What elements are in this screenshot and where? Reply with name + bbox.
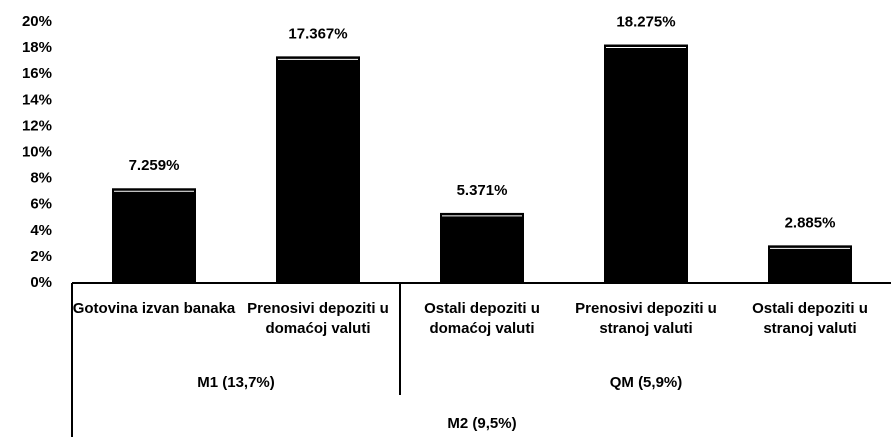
x-tick-label: Ostali depoziti u domaćoj valuti	[424, 300, 540, 337]
value-label: 5.371%	[457, 182, 508, 199]
x-tick-label: Prenosivi depoziti u domaćoj valuti	[247, 300, 389, 337]
y-tick-label: 18%	[22, 39, 52, 56]
bar	[604, 44, 688, 284]
y-tick-label: 10%	[22, 143, 52, 160]
outer-group-label: M2 (9,5%)	[447, 415, 517, 432]
group-label: M1 (13,7%)	[197, 374, 275, 391]
x-tick-label: Gotovina izvan banaka	[72, 300, 236, 317]
bar	[112, 188, 196, 283]
group-label: QM (5,9%)	[609, 374, 683, 391]
y-tick-label: 20%	[22, 13, 52, 30]
value-label: 7.259%	[129, 157, 180, 174]
y-tick-label: 8%	[30, 170, 52, 187]
y-tick-label: 16%	[22, 65, 52, 82]
bar	[768, 245, 852, 283]
y-tick-label: 14%	[22, 91, 52, 108]
x-tick-label: Prenosivi depoziti u stranoj valuti	[575, 300, 717, 337]
y-tick-label: 12%	[22, 117, 52, 134]
y-tick-label: 6%	[30, 196, 52, 213]
bar	[276, 56, 360, 283]
value-label: 2.885%	[785, 214, 836, 231]
y-tick-label: 0%	[30, 274, 52, 291]
y-tick-label: 2%	[30, 248, 52, 265]
value-label: 17.367%	[288, 25, 347, 42]
bar	[440, 212, 524, 283]
value-label: 18.275%	[616, 13, 675, 30]
x-tick-label: Ostali depoziti u stranoj valuti	[752, 300, 868, 337]
y-tick-label: 4%	[30, 222, 52, 239]
